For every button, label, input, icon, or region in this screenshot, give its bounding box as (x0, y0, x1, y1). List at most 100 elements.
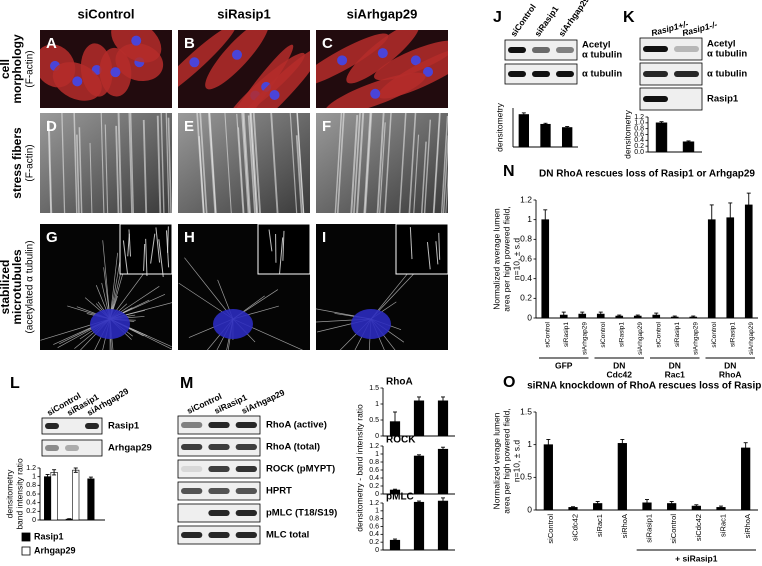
band (208, 466, 230, 472)
y-tick-label: 0.8 (369, 516, 379, 523)
error-bar (672, 315, 677, 319)
fiber (61, 113, 66, 213)
band (508, 47, 526, 53)
group-label: DN (669, 360, 681, 370)
y-tick-label: 0.2 (26, 508, 36, 515)
lane-label: siArhgap29 (556, 0, 591, 38)
inset (395, 224, 448, 275)
y-tick-label: 0.5 (520, 472, 532, 482)
row-label: cell (0, 59, 12, 79)
band (208, 444, 230, 450)
fiber (4, 98, 7, 223)
band (643, 96, 668, 102)
y-axis-label: band intensity ratio (14, 458, 24, 530)
y-tick-label: 0.2 (369, 483, 379, 490)
column-header: siRasip1 (217, 6, 270, 21)
blot-label: ROCK (pMYPT) (266, 464, 335, 475)
y-tick-label: 1.2 (634, 114, 644, 121)
legend-swatch (21, 546, 31, 556)
x-tick-label: siRasip1 (729, 322, 736, 347)
y-axis-label: densitometry - band intensity ratio (354, 404, 364, 532)
fiber (350, 115, 359, 213)
group-label: DN (613, 360, 625, 370)
blot-label: Rasip1 (707, 94, 739, 105)
microtubule (426, 242, 431, 270)
blot-strip (639, 87, 703, 111)
fiber (353, 113, 361, 213)
y-tick-label: 0 (375, 433, 379, 440)
error-bar (561, 311, 566, 319)
error-bar (620, 438, 625, 448)
x-tick-label: siControl (669, 514, 678, 544)
error-bar (52, 469, 57, 476)
fiber (384, 113, 392, 213)
fiber (160, 113, 165, 213)
y-tick-label: 0.4 (369, 531, 379, 538)
fiber (270, 113, 279, 213)
x-tick-label: siArhgap29 (581, 322, 588, 355)
row-label: stabilized (0, 260, 12, 315)
x-tick-label: siRhoA (620, 514, 629, 538)
x-tick-label: siCdc42 (570, 514, 579, 541)
bar (413, 455, 425, 495)
y-tick-label: 0.4 (26, 500, 36, 507)
band (235, 510, 257, 516)
y-axis-label: densitometry (4, 469, 14, 518)
nucleus (370, 88, 381, 99)
band (45, 423, 59, 429)
fiber (237, 127, 245, 213)
band (208, 532, 230, 538)
microtubule (102, 240, 111, 320)
fiber (142, 119, 148, 213)
error-bar (645, 499, 649, 507)
blot-label: RhoA (active) (266, 420, 327, 431)
fiber (167, 117, 172, 213)
fiber (76, 134, 80, 213)
error-bar (393, 538, 397, 542)
band (181, 466, 203, 472)
panel-letter: J (493, 9, 502, 26)
error-bar (543, 209, 548, 230)
fiber (174, 76, 178, 223)
y-tick-label: 1.5 (369, 385, 379, 392)
error-bar (417, 396, 421, 406)
nucleus (189, 57, 200, 68)
fiber (364, 113, 373, 213)
y-axis-label: Normalized average lumen (491, 208, 501, 310)
panel-letter: F (322, 118, 331, 135)
nucleus (377, 48, 388, 59)
fiber (224, 113, 232, 213)
nucleus (423, 66, 434, 77)
panel-letter: M (180, 375, 193, 392)
band (235, 444, 257, 450)
fiber (452, 97, 460, 223)
nucleus (110, 67, 121, 78)
y-tick-label: 0 (527, 312, 532, 322)
y-tick-label: 1 (375, 451, 379, 458)
microtubule (184, 257, 234, 320)
fiber (420, 141, 427, 213)
row-label: morphology (10, 34, 24, 104)
blot-label: Rasip1 (108, 421, 140, 432)
error-bar (441, 446, 445, 452)
band (208, 488, 230, 494)
band (556, 71, 574, 77)
y-tick-label: 0 (32, 517, 36, 524)
error-bar (441, 396, 445, 406)
y-tick-label: 0.6 (26, 491, 36, 498)
band (532, 47, 550, 53)
fiber (408, 113, 417, 213)
error-bar (393, 488, 397, 492)
band (556, 47, 574, 53)
band (235, 466, 257, 472)
bar (543, 444, 553, 511)
fiber (73, 113, 78, 213)
error-bar (598, 311, 603, 317)
y-tick-label: 1.2 (369, 443, 379, 450)
nucleus (72, 76, 83, 87)
micrograph (178, 113, 310, 213)
chart-title: pMLC (386, 492, 414, 503)
panel-letter: N (503, 163, 515, 180)
bar (655, 122, 668, 153)
